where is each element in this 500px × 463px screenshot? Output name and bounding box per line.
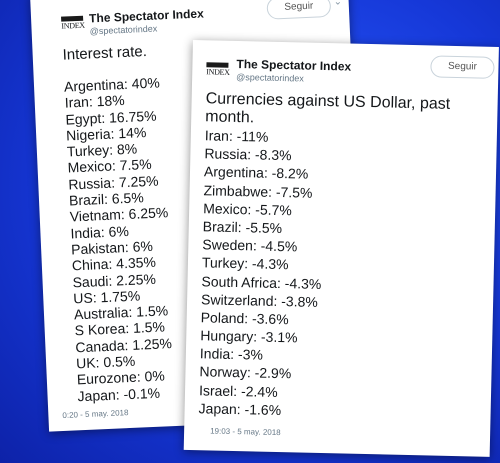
interest-rate-list: Argentina: 40% Iran: 18% Egypt: 16.75% Nige… xyxy=(64,74,177,404)
currency-change-list: Iran: -11% Russia: -8.3% Argentina: -8.2% Z… xyxy=(198,126,324,420)
list-item: Japan: -0.1% xyxy=(77,384,161,404)
chevron-down-icon[interactable]: ⌄ xyxy=(333,0,343,8)
list-item: South Africa: -4.3% xyxy=(201,272,322,292)
follow-button[interactable]: Seguir xyxy=(430,55,495,79)
list-item: Israel: -2.4% xyxy=(198,381,278,400)
account-handle[interactable]: @spectatorindex xyxy=(236,71,304,84)
list-item: Argentina: -8.2% xyxy=(203,163,309,183)
tweet-timestamp[interactable]: 19:03 - 5 may. 2018 xyxy=(210,426,281,438)
account-name[interactable]: The Spectator Index xyxy=(236,56,352,74)
account-name[interactable]: The Spectator Index xyxy=(88,6,205,26)
account-logo[interactable]: INDEX xyxy=(61,15,85,33)
list-item: Norway: -2.9% xyxy=(199,363,292,382)
list-item: Zimbabwe: -7.5% xyxy=(203,181,313,201)
tweet-title: Interest rate. xyxy=(62,42,148,64)
tweet-card-currencies: INDEX The Spectator Index @spectatorinde… xyxy=(183,40,499,457)
tweet-header: INDEX The Spectator Index @spectatorinde… xyxy=(30,0,350,38)
tweet-header: INDEX The Spectator Index @spectatorinde… xyxy=(192,40,499,91)
follow-button[interactable]: Seguir xyxy=(266,0,332,20)
list-item: Japan: -1.6% xyxy=(198,400,282,418)
tweet-timestamp[interactable]: 0:20 - 5 may. 2018 xyxy=(62,408,129,420)
account-logo[interactable]: INDEX xyxy=(206,62,230,79)
list-item: Turkey: -4.3% xyxy=(201,254,289,273)
account-handle[interactable]: @spectatorindex xyxy=(89,23,158,37)
